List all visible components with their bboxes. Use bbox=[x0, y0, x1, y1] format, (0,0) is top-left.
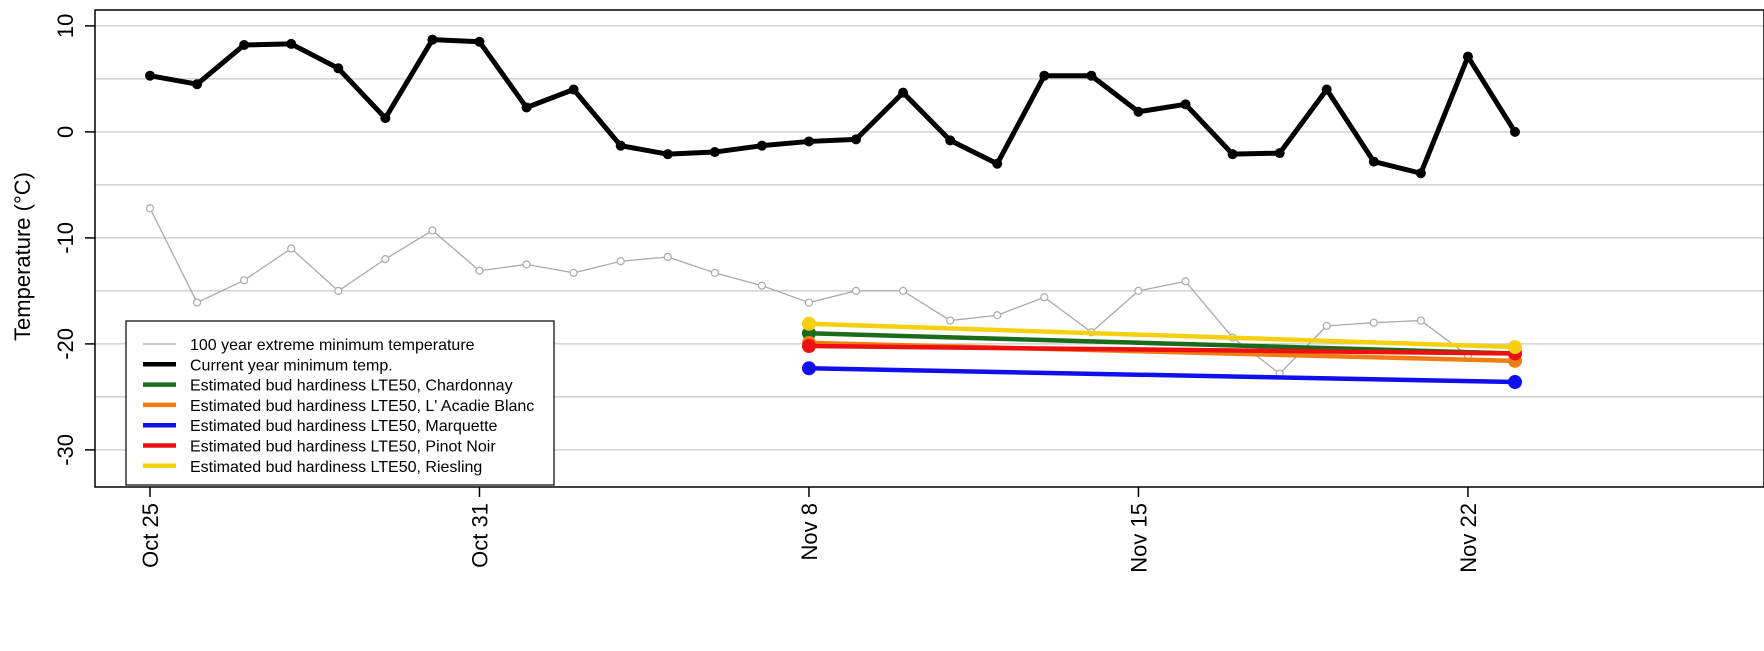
series-4 bbox=[801, 361, 1522, 390]
y-tick-label: 0 bbox=[53, 126, 78, 138]
data-point bbox=[710, 268, 719, 277]
data-point bbox=[1415, 168, 1426, 179]
legend-label: Estimated bud hardiness LTE50, Marquette bbox=[190, 418, 498, 435]
x-tick-label: Nov 22 bbox=[1456, 503, 1481, 573]
data-point bbox=[1462, 51, 1473, 62]
data-point bbox=[662, 149, 673, 160]
legend-label: Current year minimum temp. bbox=[190, 357, 393, 374]
series-layer bbox=[145, 34, 1522, 390]
data-point bbox=[615, 140, 626, 151]
data-point bbox=[899, 286, 908, 295]
data-point bbox=[757, 281, 766, 290]
data-point bbox=[801, 361, 816, 376]
x-tick-label: Nov 15 bbox=[1126, 503, 1151, 573]
data-point bbox=[803, 136, 814, 147]
data-point bbox=[428, 226, 437, 235]
data-point bbox=[192, 79, 203, 90]
data-point bbox=[239, 39, 250, 50]
data-point bbox=[569, 268, 578, 277]
data-point bbox=[1086, 70, 1097, 81]
data-point bbox=[333, 63, 344, 74]
data-point bbox=[287, 244, 296, 253]
data-point bbox=[851, 134, 862, 145]
data-point bbox=[1227, 149, 1238, 160]
data-point bbox=[1181, 277, 1190, 286]
data-point bbox=[1180, 99, 1191, 110]
y-axis-title: Temperature (°C) bbox=[10, 172, 35, 341]
data-point bbox=[380, 113, 391, 124]
data-point bbox=[568, 84, 579, 95]
data-point bbox=[1368, 156, 1379, 167]
legend-label: Estimated bud hardiness LTE50, Chardonna… bbox=[190, 378, 513, 395]
data-point bbox=[1133, 106, 1144, 117]
data-point bbox=[1508, 375, 1522, 390]
data-point bbox=[1040, 293, 1049, 302]
data-point bbox=[801, 316, 816, 331]
data-point bbox=[804, 298, 814, 307]
series-line bbox=[147, 37, 1518, 176]
series-6 bbox=[801, 316, 1522, 355]
legend-label: Estimated bud hardiness LTE50, Pinot Noi… bbox=[190, 439, 496, 456]
data-point bbox=[1369, 318, 1378, 327]
data-point bbox=[1508, 340, 1522, 355]
legend-label: Estimated bud hardiness LTE50, L' Acadie… bbox=[190, 398, 534, 415]
legend-label: 100 year extreme minimum temperature bbox=[190, 337, 475, 354]
y-tick-label: -20 bbox=[53, 328, 78, 360]
data-point bbox=[381, 255, 390, 264]
data-point bbox=[1322, 321, 1331, 330]
x-tick-label: Oct 25 bbox=[138, 503, 163, 568]
data-point bbox=[145, 204, 155, 213]
y-tick-label: 10 bbox=[53, 14, 78, 38]
data-point bbox=[334, 286, 343, 295]
series-line bbox=[806, 366, 1518, 385]
data-point bbox=[616, 257, 625, 266]
data-point bbox=[475, 266, 484, 275]
data-point bbox=[993, 311, 1002, 320]
data-point bbox=[663, 252, 672, 262]
data-point bbox=[192, 298, 202, 307]
y-tick-label: -30 bbox=[53, 434, 78, 466]
data-point bbox=[427, 34, 438, 45]
data-point bbox=[145, 70, 155, 81]
data-point bbox=[946, 316, 955, 325]
data-point bbox=[522, 260, 531, 269]
x-tick-label: Nov 8 bbox=[797, 503, 822, 560]
legend-box bbox=[125, 320, 555, 486]
axes: 10 0 -10 -20 -30 Oct 25 Oct 31 Nov 8 Nov 15 Nov 2… bbox=[53, 14, 1481, 573]
data-point bbox=[1134, 286, 1143, 295]
y-tick-label: -10 bbox=[53, 222, 78, 254]
data-point bbox=[474, 36, 485, 47]
data-point bbox=[851, 286, 861, 295]
series-1 bbox=[145, 34, 1520, 179]
data-point bbox=[898, 87, 909, 98]
series-line bbox=[806, 343, 1518, 356]
data-point bbox=[992, 158, 1003, 169]
legend-label: Estimated bud hardiness LTE50, Riesling bbox=[190, 459, 482, 476]
legend: 100 year extreme minimum temperature Curr… bbox=[125, 320, 555, 486]
data-point bbox=[1321, 84, 1332, 95]
x-tick-label: Oct 31 bbox=[467, 503, 492, 568]
data-point bbox=[1039, 70, 1050, 81]
data-point bbox=[756, 140, 767, 151]
data-point bbox=[801, 339, 816, 354]
data-point bbox=[1274, 148, 1285, 159]
data-point bbox=[521, 102, 532, 113]
plot-frame bbox=[94, 9, 1764, 488]
data-point bbox=[945, 135, 956, 146]
series-line bbox=[806, 321, 1518, 350]
data-point bbox=[709, 147, 720, 158]
data-point bbox=[1510, 126, 1520, 137]
data-point bbox=[240, 276, 249, 285]
data-point bbox=[286, 38, 297, 49]
data-point bbox=[1416, 316, 1425, 325]
